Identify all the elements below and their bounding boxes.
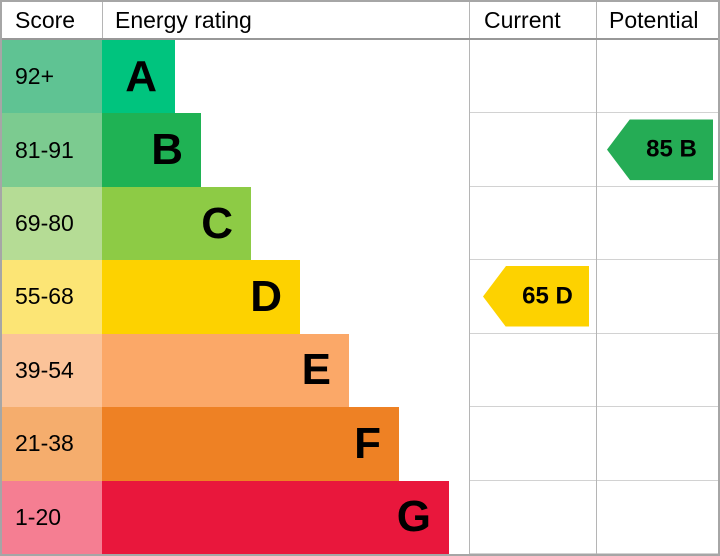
potential-cell-c <box>597 187 718 261</box>
band-row-a: 92+ A <box>2 40 469 114</box>
potential-cell-a <box>597 40 718 114</box>
current-cell-f <box>470 407 596 481</box>
band-e-bar: E <box>102 333 349 408</box>
band-g-bar: G <box>102 480 449 554</box>
potential-rating-label: 85 B <box>646 135 697 163</box>
band-e-score: 39-54 <box>2 333 102 408</box>
potential-column: 85 B <box>596 40 718 554</box>
band-c-score: 69-80 <box>2 186 102 261</box>
band-d-letter: D <box>250 271 282 321</box>
current-cell-g <box>470 481 596 554</box>
band-row-f: 21-38 F <box>2 407 469 481</box>
potential-cell-d <box>597 260 718 334</box>
current-cell-b <box>470 113 596 187</box>
score-column-header: Score <box>15 6 76 33</box>
band-row-b: 81-91 B <box>2 113 469 187</box>
current-cell-d: 65 D <box>470 260 596 334</box>
rating-bands: 92+ A 81-91 B 69-80 C 55-68 <box>2 40 469 554</box>
band-row-d: 55-68 D <box>2 260 469 334</box>
band-b-bar: B <box>102 113 201 187</box>
potential-rating-arrow: 85 B <box>607 119 713 181</box>
current-column-header: Current <box>469 2 596 38</box>
band-c-letter: C <box>201 198 233 248</box>
band-e-letter: E <box>301 345 331 395</box>
potential-cell-f <box>597 407 718 481</box>
current-cell-c <box>470 187 596 261</box>
band-a-bar: A <box>102 40 175 114</box>
energy-rating-column-header: Energy rating <box>102 2 469 38</box>
band-d-bar: D <box>102 260 300 334</box>
band-d-score: 55-68 <box>2 260 102 334</box>
band-c-bar: C <box>102 186 251 261</box>
potential-cell-e <box>597 334 718 408</box>
band-f-bar: F <box>102 407 399 481</box>
potential-cell-b: 85 B <box>597 113 718 187</box>
band-row-c: 69-80 C <box>2 186 469 261</box>
potential-column-header: Potential <box>596 2 718 38</box>
current-column: 65 D <box>469 40 596 554</box>
current-rating-label: 65 D <box>522 282 573 310</box>
header-row: Score Energy rating Current Potential <box>2 2 718 40</box>
current-cell-e <box>470 334 596 408</box>
band-f-score: 21-38 <box>2 407 102 481</box>
band-g-letter: G <box>396 492 431 542</box>
band-f-letter: F <box>354 418 381 468</box>
band-a-letter: A <box>125 51 157 101</box>
chart-body: 92+ A 81-91 B 69-80 C 55-68 <box>2 40 718 554</box>
band-b-score: 81-91 <box>2 113 102 187</box>
band-b-letter: B <box>151 125 183 175</box>
potential-cell-g <box>597 481 718 554</box>
current-rating-arrow: 65 D <box>483 265 589 327</box>
band-row-e: 39-54 E <box>2 333 469 408</box>
band-a-score: 92+ <box>2 40 102 114</box>
band-row-g: 1-20 G <box>2 480 469 554</box>
current-cell-a <box>470 40 596 114</box>
band-g-score: 1-20 <box>2 480 102 554</box>
